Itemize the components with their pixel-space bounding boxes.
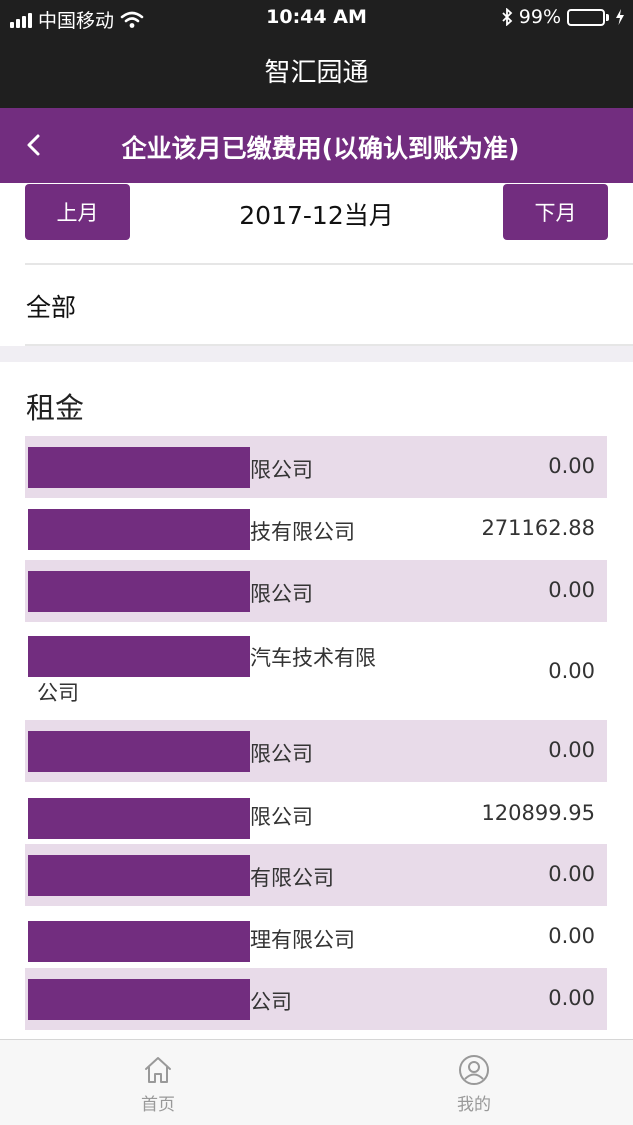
charging-icon: [616, 9, 624, 25]
month-navigation: 上月 2017-12当月 下月: [0, 183, 633, 263]
list-item: 有限公司 0.00: [25, 844, 607, 906]
amount: 0.00: [548, 862, 595, 886]
page-title: 企业该月已缴费用(以确认到账为准): [121, 134, 520, 163]
company-name: 限公司: [250, 805, 313, 829]
page-header: 企业该月已缴费用(以确认到账为准): [0, 108, 633, 183]
company-name: 技有限公司: [250, 520, 355, 544]
tab-mine[interactable]: 我的: [414, 1054, 534, 1115]
section-separator: [0, 346, 633, 362]
redaction-block: [28, 855, 250, 896]
amount: 0.00: [548, 578, 595, 602]
chevron-left-icon: [27, 134, 40, 156]
divider: [25, 344, 633, 346]
fee-list: 限公司 0.00 技有限公司 271162.88 限公司 0.00 汽车技术有限…: [25, 436, 607, 1030]
list-item: 限公司 0.00: [25, 720, 607, 782]
list-item: 理有限公司 0.00: [25, 906, 607, 968]
status-bar: 中国移动 10:44 AM 99%: [0, 0, 633, 36]
amount: 0.00: [548, 986, 595, 1010]
redaction-block: [28, 447, 250, 488]
wifi-icon: [120, 11, 144, 28]
redaction-block: [28, 509, 250, 550]
list-item: 技有限公司 271162.88: [25, 498, 607, 560]
amount: 0.00: [548, 924, 595, 948]
company-name: 理有限公司: [250, 928, 355, 952]
redaction-block: [28, 636, 250, 677]
status-time: 10:44 AM: [266, 6, 367, 28]
redaction-block: [28, 979, 250, 1020]
redaction-block: [28, 731, 250, 772]
company-name: 限公司: [250, 742, 313, 766]
list-item: 限公司 120899.95: [25, 782, 607, 844]
list-item: 限公司 0.00: [25, 436, 607, 498]
amount: 0.00: [548, 659, 595, 683]
next-month-button[interactable]: 下月: [503, 184, 608, 240]
back-button[interactable]: [20, 126, 60, 166]
list-item: 公司 0.00: [25, 968, 607, 1030]
amount: 0.00: [548, 738, 595, 762]
app-header: 智汇园通: [0, 36, 633, 108]
tab-bar: 首页 我的: [0, 1039, 633, 1125]
battery-percent: 99%: [518, 6, 561, 28]
app-title: 智汇园通: [264, 58, 369, 88]
list-item: 限公司 0.00: [25, 560, 607, 622]
home-icon: [145, 1057, 171, 1083]
filter-all[interactable]: 全部: [26, 293, 77, 322]
current-month: 2017-12当月: [239, 201, 394, 230]
status-left: 中国移动: [10, 6, 144, 33]
user-icon: [459, 1055, 489, 1085]
section-title-rent: 租金: [26, 391, 85, 425]
amount: 0.00: [548, 454, 595, 478]
list-item: 汽车技术有限 公司 0.00: [25, 622, 607, 720]
status-right: 99%: [501, 6, 625, 28]
company-name: 限公司: [250, 582, 313, 606]
redaction-block: [28, 571, 250, 612]
signal-icon: [10, 12, 32, 28]
prev-month-button[interactable]: 上月: [25, 184, 130, 240]
carrier-name: 中国移动: [38, 10, 115, 32]
tab-home-label: 首页: [141, 1095, 175, 1115]
company-name-wrap: 公司: [37, 681, 79, 705]
company-name: 限公司: [250, 458, 313, 482]
company-name: 有限公司: [250, 866, 334, 890]
company-name: 公司: [250, 990, 292, 1014]
battery-icon: [567, 8, 609, 26]
divider: [25, 263, 633, 265]
tab-home[interactable]: 首页: [98, 1054, 218, 1115]
amount: 120899.95: [481, 801, 595, 825]
redaction-block: [28, 921, 250, 962]
tab-mine-label: 我的: [457, 1095, 491, 1115]
amount: 271162.88: [481, 516, 595, 540]
redaction-block: [28, 798, 250, 839]
bluetooth-icon: [502, 8, 513, 26]
company-name: 汽车技术有限: [250, 646, 376, 670]
